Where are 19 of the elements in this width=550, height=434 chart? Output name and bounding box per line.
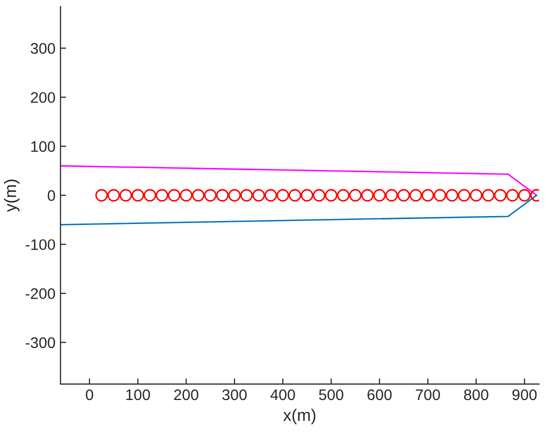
x-tick-label: 900 xyxy=(512,389,537,400)
x-axis-title: x(m) xyxy=(283,408,316,424)
x-tick-label: 500 xyxy=(319,389,344,400)
y-tick-label: -300 xyxy=(26,337,56,348)
x-tick-label: 0 xyxy=(86,389,94,400)
y-tick-label: -200 xyxy=(26,288,56,300)
x-tick-label: 800 xyxy=(464,389,488,400)
x-tick-label: 700 xyxy=(416,389,440,400)
y-tick-label: 200 xyxy=(30,92,56,103)
y-tick-label: 100 xyxy=(31,141,56,152)
y-tick-label: -100 xyxy=(26,239,56,250)
x-tick-label: 400 xyxy=(270,389,295,400)
x-tick-label: 300 xyxy=(222,389,247,400)
y-axis-title: y(m) xyxy=(4,180,20,212)
x-tick-label: 600 xyxy=(368,389,392,400)
y-tick-label: 300 xyxy=(30,43,56,54)
y-tick-label: 0 xyxy=(48,190,56,201)
x-tick-label: 200 xyxy=(174,389,198,400)
x-tick-label: 100 xyxy=(126,389,150,400)
